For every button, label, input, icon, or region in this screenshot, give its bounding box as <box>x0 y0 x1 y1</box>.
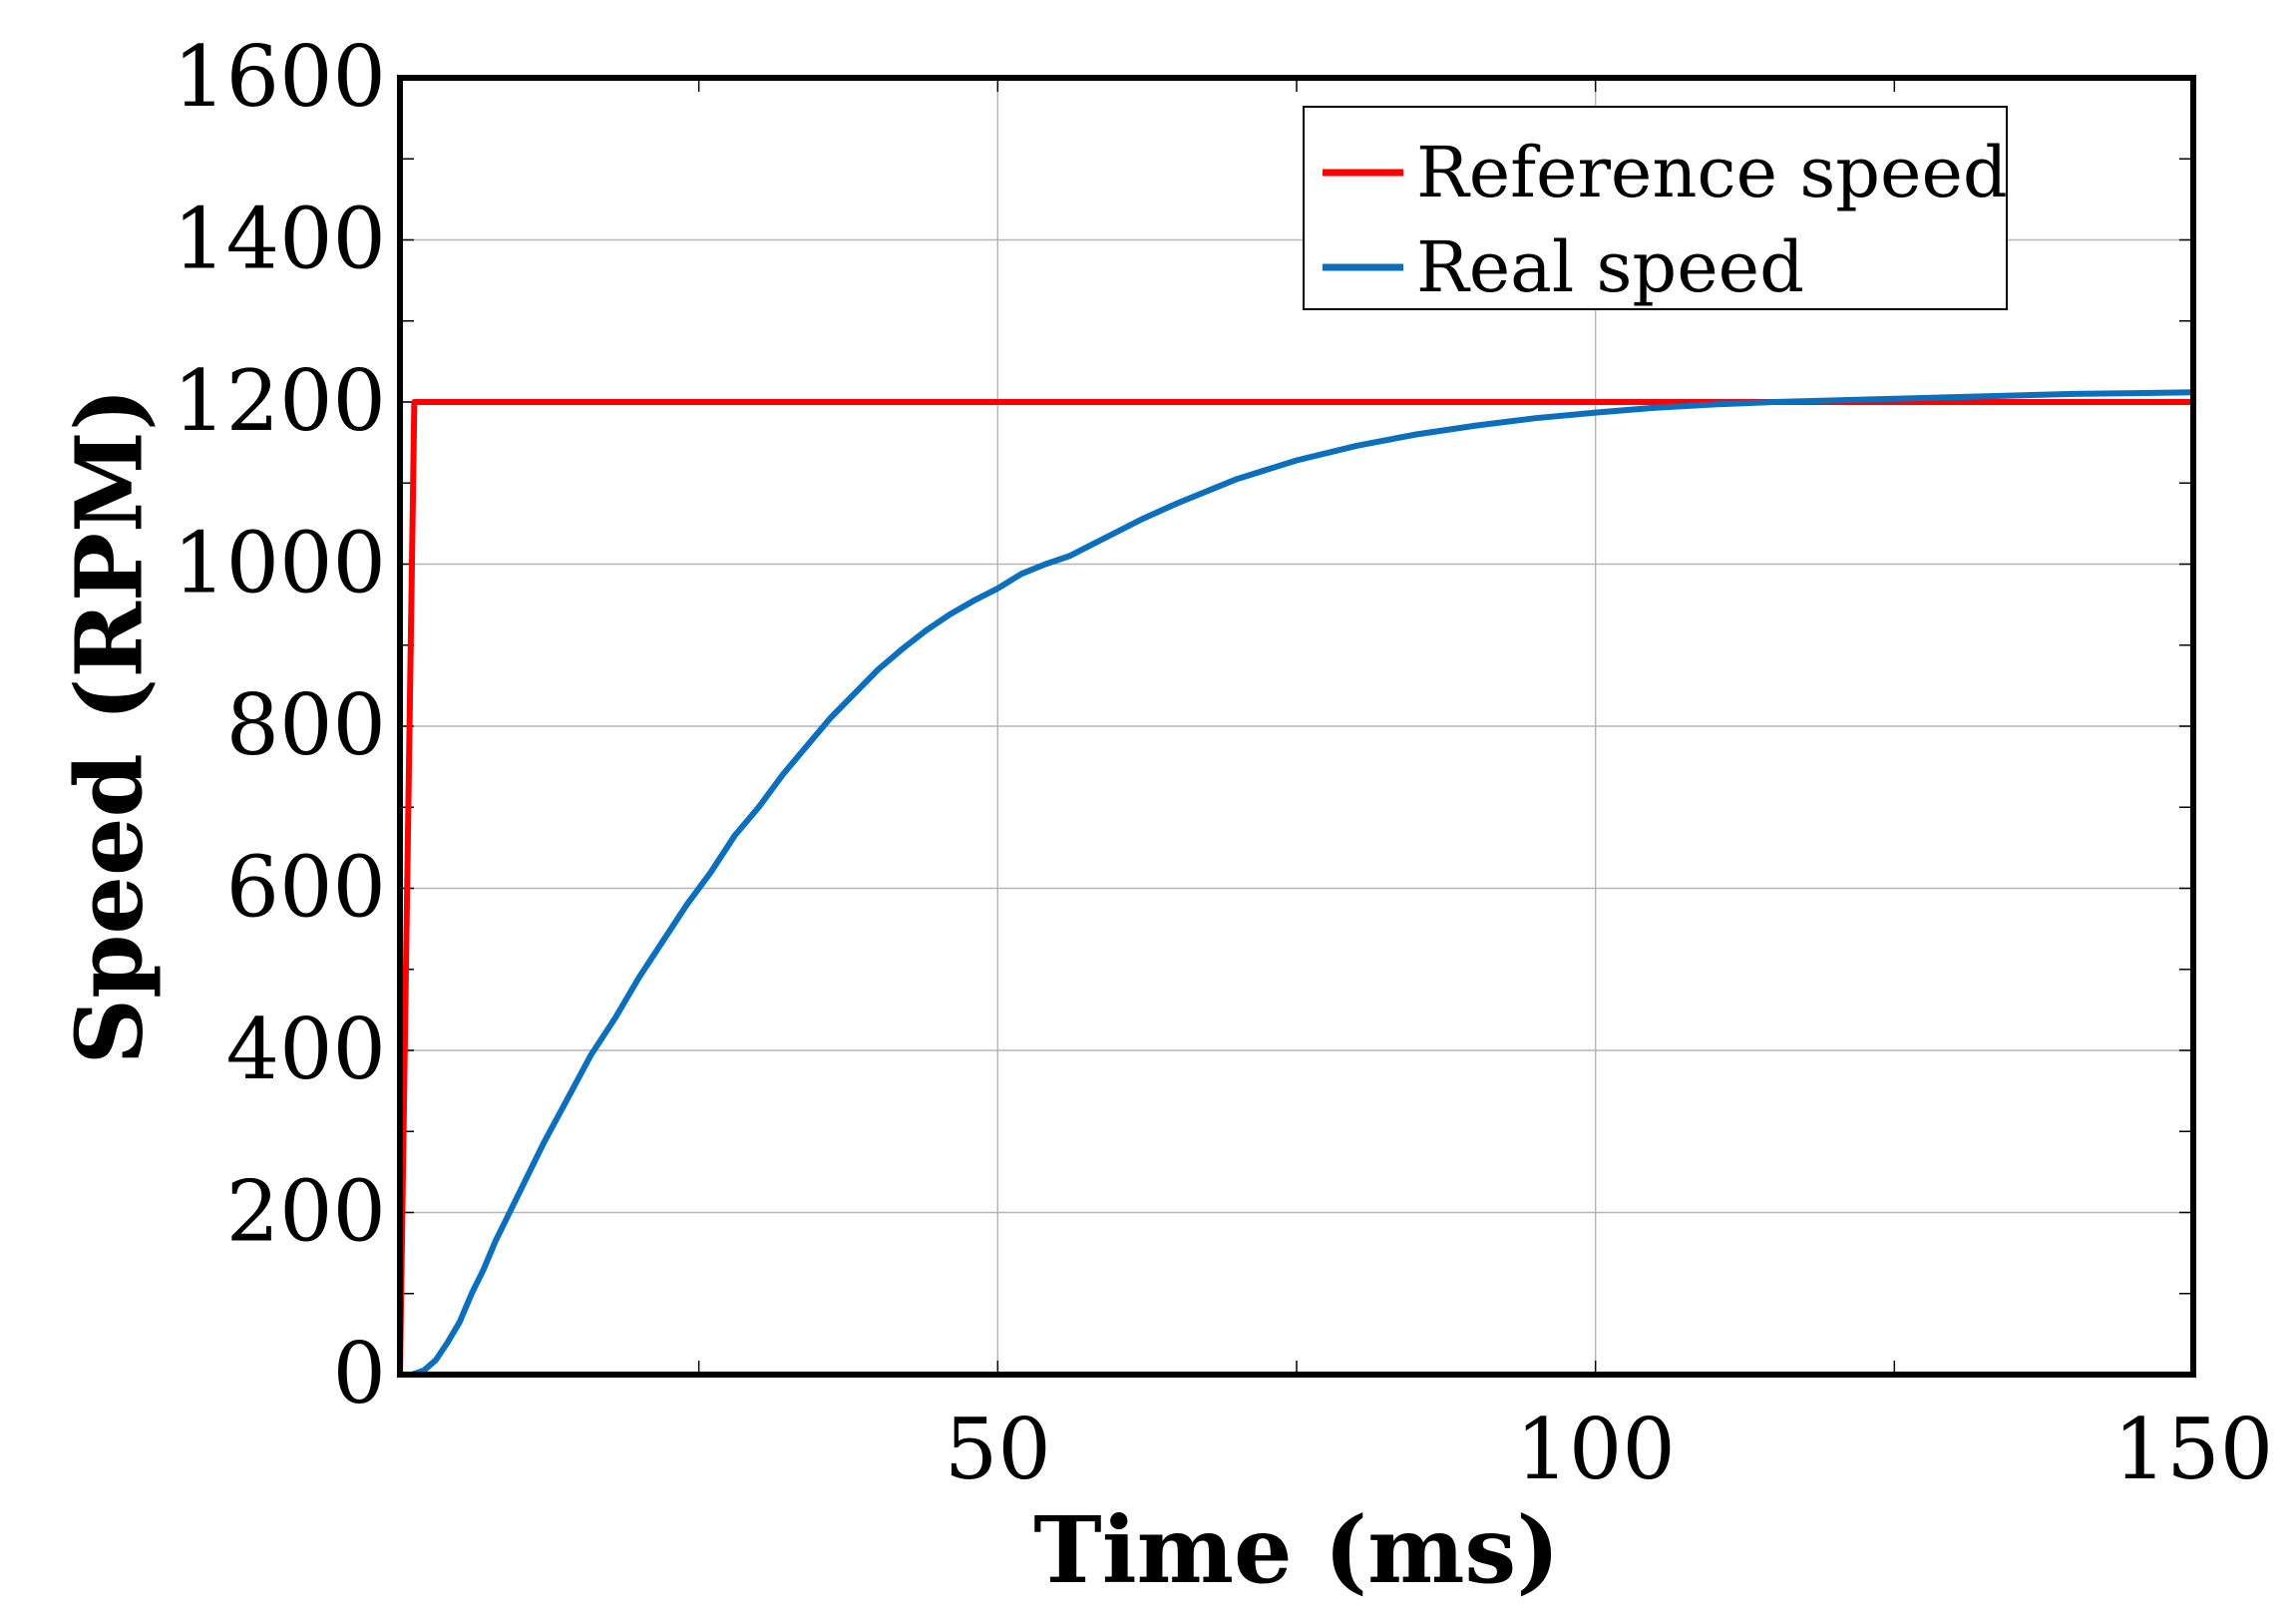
x-tick-label: 150 <box>2113 1401 2273 1498</box>
y-tick-label: 1200 <box>173 352 386 450</box>
legend-box <box>1303 106 2008 310</box>
y-tick-label: 1400 <box>173 191 386 288</box>
y-tick-label: 600 <box>226 839 386 937</box>
tick-labels: 50 100 150 0 200 400 600 800 1000 1200 1400 1600 <box>173 28 2273 1498</box>
series-line-real-speed <box>397 389 2196 1378</box>
x-axis-title: Time (ms) <box>1033 1496 1560 1604</box>
y-tick-label: 0 <box>333 1325 386 1422</box>
legend-label-real-speed: Real speed <box>1416 226 1804 308</box>
series-line-reference-speed <box>397 399 2196 1378</box>
legend: Reference speed Real speed <box>1303 106 2008 310</box>
x-tick-label: 100 <box>1515 1401 1675 1498</box>
x-tick-label: 50 <box>945 1401 1051 1498</box>
series-lines <box>397 389 2196 1378</box>
plot-frame <box>397 75 2196 1378</box>
y-tick-label: 800 <box>226 676 386 774</box>
y-tick-label: 1600 <box>173 28 386 126</box>
y-tick-label: 400 <box>226 1001 386 1098</box>
y-axis-title: Speed (RPM) <box>56 388 164 1065</box>
legend-label-reference-speed: Reference speed <box>1416 132 2008 213</box>
y-tick-label: 1000 <box>173 515 386 612</box>
y-tick-label: 200 <box>226 1163 386 1261</box>
